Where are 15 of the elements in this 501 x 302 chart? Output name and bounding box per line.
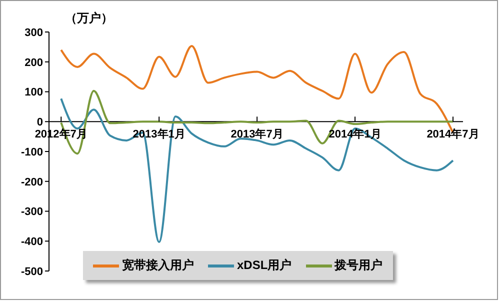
y-tick-label: 0 bbox=[36, 116, 43, 129]
y-tick-label: 100 bbox=[24, 86, 43, 99]
y-tick-label: 300 bbox=[24, 26, 43, 39]
y-tick-label: -500 bbox=[20, 266, 43, 278]
legend-label: 拨号用户 bbox=[333, 257, 383, 274]
legend-label: xDSL用户 bbox=[236, 257, 292, 274]
y-axis-title: （万户） bbox=[65, 10, 113, 27]
x-tick-label: 2013年7月 bbox=[230, 128, 284, 141]
y-tick-label: -300 bbox=[20, 206, 43, 218]
y-tick-label: -100 bbox=[20, 146, 43, 158]
x-tick-label: 2014年7月 bbox=[426, 128, 480, 141]
y-tick-label: 200 bbox=[24, 56, 43, 69]
legend-label: 宽带接入用户 bbox=[121, 257, 194, 274]
y-tick-label: -200 bbox=[20, 176, 43, 188]
y-tick-label: -400 bbox=[20, 236, 43, 248]
